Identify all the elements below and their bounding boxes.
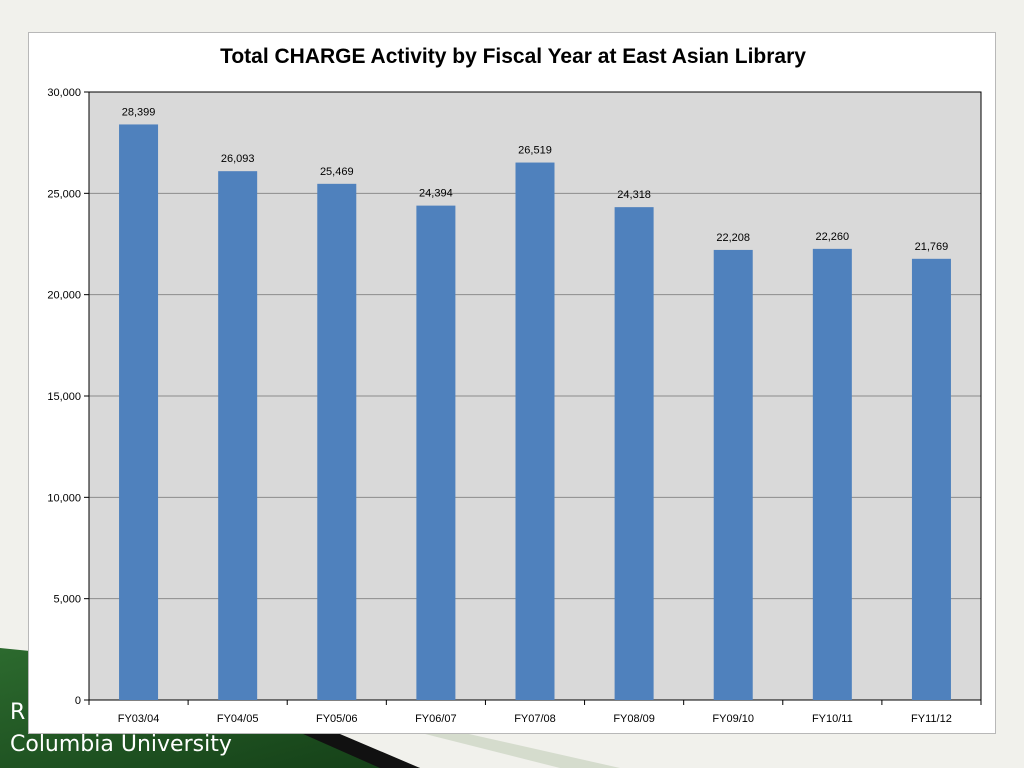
bar-FY07/08: [515, 162, 555, 700]
data-label: 21,769: [915, 241, 949, 253]
data-label: 25,469: [320, 166, 354, 178]
y-tick-label: 25,000: [47, 188, 81, 200]
bar-FY05/06: [317, 183, 357, 701]
footer-text-line1: R: [10, 700, 26, 725]
data-label: 22,208: [716, 232, 750, 244]
y-tick-label: 15,000: [47, 391, 81, 403]
y-tick-label: 0: [75, 695, 81, 707]
x-tick-label: FY11/12: [911, 713, 952, 725]
data-label: 26,093: [221, 153, 255, 165]
chart-title: Total CHARGE Activity by Fiscal Year at …: [220, 45, 806, 68]
y-tick-label: 5,000: [53, 594, 81, 606]
bar-FY10/11: [812, 248, 852, 700]
x-tick-label: FY08/09: [613, 713, 655, 725]
x-tick-label: FY06/07: [415, 713, 457, 725]
bar-FY08/09: [614, 207, 654, 700]
data-label: 28,399: [122, 106, 156, 118]
bar-FY06/07: [416, 205, 456, 700]
data-label: 24,318: [617, 189, 651, 201]
footer-text-line2: Columbia University: [10, 732, 232, 757]
chart-card: Total CHARGE Activity by Fiscal Year at …: [28, 32, 996, 734]
data-label: 22,260: [816, 231, 850, 243]
x-tick-label: FY05/06: [316, 713, 358, 725]
bar-FY04/05: [218, 171, 258, 700]
x-tick-label: FY04/05: [217, 713, 259, 725]
y-tick-label: 10,000: [47, 492, 81, 504]
y-tick-label: 30,000: [47, 87, 81, 99]
data-label: 24,394: [419, 188, 453, 200]
bar-FY11/12: [911, 258, 951, 700]
bar-FY03/04: [119, 124, 159, 701]
x-tick-label: FY07/08: [514, 713, 556, 725]
x-tick-label: FY09/10: [712, 713, 754, 725]
y-tick-label: 20,000: [47, 290, 81, 302]
bar-FY09/10: [713, 249, 753, 701]
x-tick-label: FY10/11: [812, 713, 853, 725]
bar-chart: 0 5,000 10,000 15,000 20,000 25,000 30,000 28,3…: [47, 87, 982, 725]
x-tick-label: FY03/04: [118, 713, 160, 725]
data-label: 26,519: [518, 145, 552, 157]
